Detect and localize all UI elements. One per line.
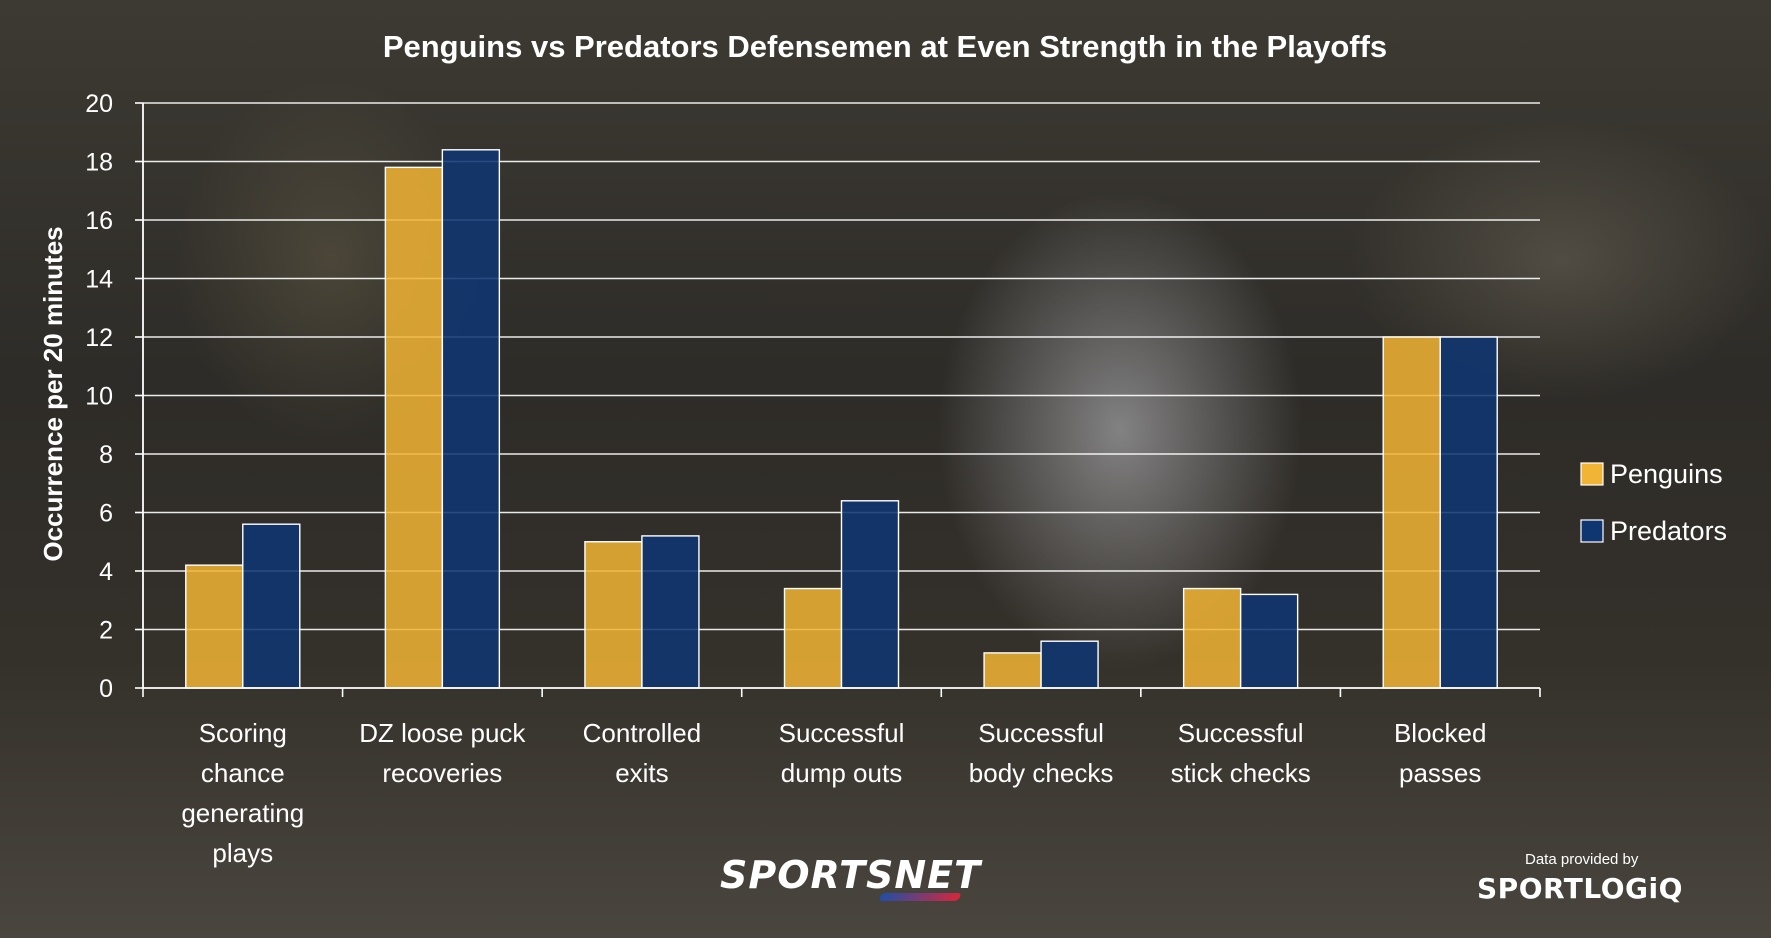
sportsnet-logo: SPORTSNET xyxy=(720,853,982,897)
category-label: generating xyxy=(181,798,304,828)
legend: Penguins Predators xyxy=(1580,459,1727,546)
category-label: exits xyxy=(615,758,668,788)
y-tick-label: 10 xyxy=(85,383,113,411)
y-tick-label: 0 xyxy=(99,675,113,703)
bar-predators xyxy=(641,535,700,689)
category-label: recoveries xyxy=(382,758,502,788)
legend-swatch xyxy=(1580,462,1604,486)
category-label: Blocked xyxy=(1394,718,1487,748)
bar-penguins xyxy=(1382,336,1441,689)
sportsnet-swoosh-icon xyxy=(878,893,962,901)
category-label: Successful xyxy=(779,718,905,748)
category-label: Controlled xyxy=(583,718,702,748)
category-label: DZ loose puck xyxy=(359,718,526,748)
bar-predators xyxy=(1239,593,1299,689)
legend-swatch xyxy=(1580,519,1604,543)
bar-penguins xyxy=(185,564,244,689)
bar-penguins xyxy=(1182,587,1242,689)
category-label: stick checks xyxy=(1171,758,1311,788)
category-label: Successful xyxy=(978,718,1104,748)
y-tick-label: 6 xyxy=(99,500,113,528)
category-label: Scoring xyxy=(199,718,287,748)
bar-penguins xyxy=(783,587,843,689)
y-tick-label: 4 xyxy=(99,558,113,586)
bar-predators xyxy=(1439,336,1498,689)
y-tick-label: 16 xyxy=(85,207,113,235)
chart-title: Penguins vs Predators Defensemen at Even… xyxy=(383,29,1387,64)
category-label: chance xyxy=(201,758,285,788)
bars xyxy=(185,149,1498,689)
bar-predators xyxy=(242,523,301,689)
y-tick-label: 14 xyxy=(85,266,113,294)
y-tick-label: 12 xyxy=(85,324,113,352)
bar-predators xyxy=(840,500,900,689)
y-axis-label: Occurrence per 20 minutes xyxy=(38,226,68,561)
bar-predators xyxy=(1040,640,1099,689)
category-label: plays xyxy=(212,838,273,868)
sportlogiq-logo: SPORTLOGiQ xyxy=(1477,872,1683,905)
bar-penguins xyxy=(584,541,643,689)
data-credit: Data provided by xyxy=(1525,851,1639,868)
y-tick-label: 18 xyxy=(85,149,113,177)
y-tick-label: 20 xyxy=(85,90,113,118)
category-label: passes xyxy=(1399,758,1481,788)
category-label: Successful xyxy=(1178,718,1304,748)
y-tick-labels: 0 2 4 6 8 10 12 14 16 18 20 xyxy=(85,90,113,703)
category-label: dump outs xyxy=(781,758,902,788)
y-tick-label: 2 xyxy=(99,617,113,645)
bar-penguins xyxy=(384,166,444,689)
legend-label: Predators xyxy=(1610,516,1727,546)
bar-penguins xyxy=(983,652,1042,689)
category-label: body checks xyxy=(969,758,1114,788)
legend-label: Penguins xyxy=(1610,459,1723,489)
axes xyxy=(135,102,1541,697)
category-labels: Scoring chance generating plays DZ loose puc… xyxy=(181,718,1486,868)
y-tick-label: 8 xyxy=(99,441,113,469)
bar-predators xyxy=(441,149,501,689)
